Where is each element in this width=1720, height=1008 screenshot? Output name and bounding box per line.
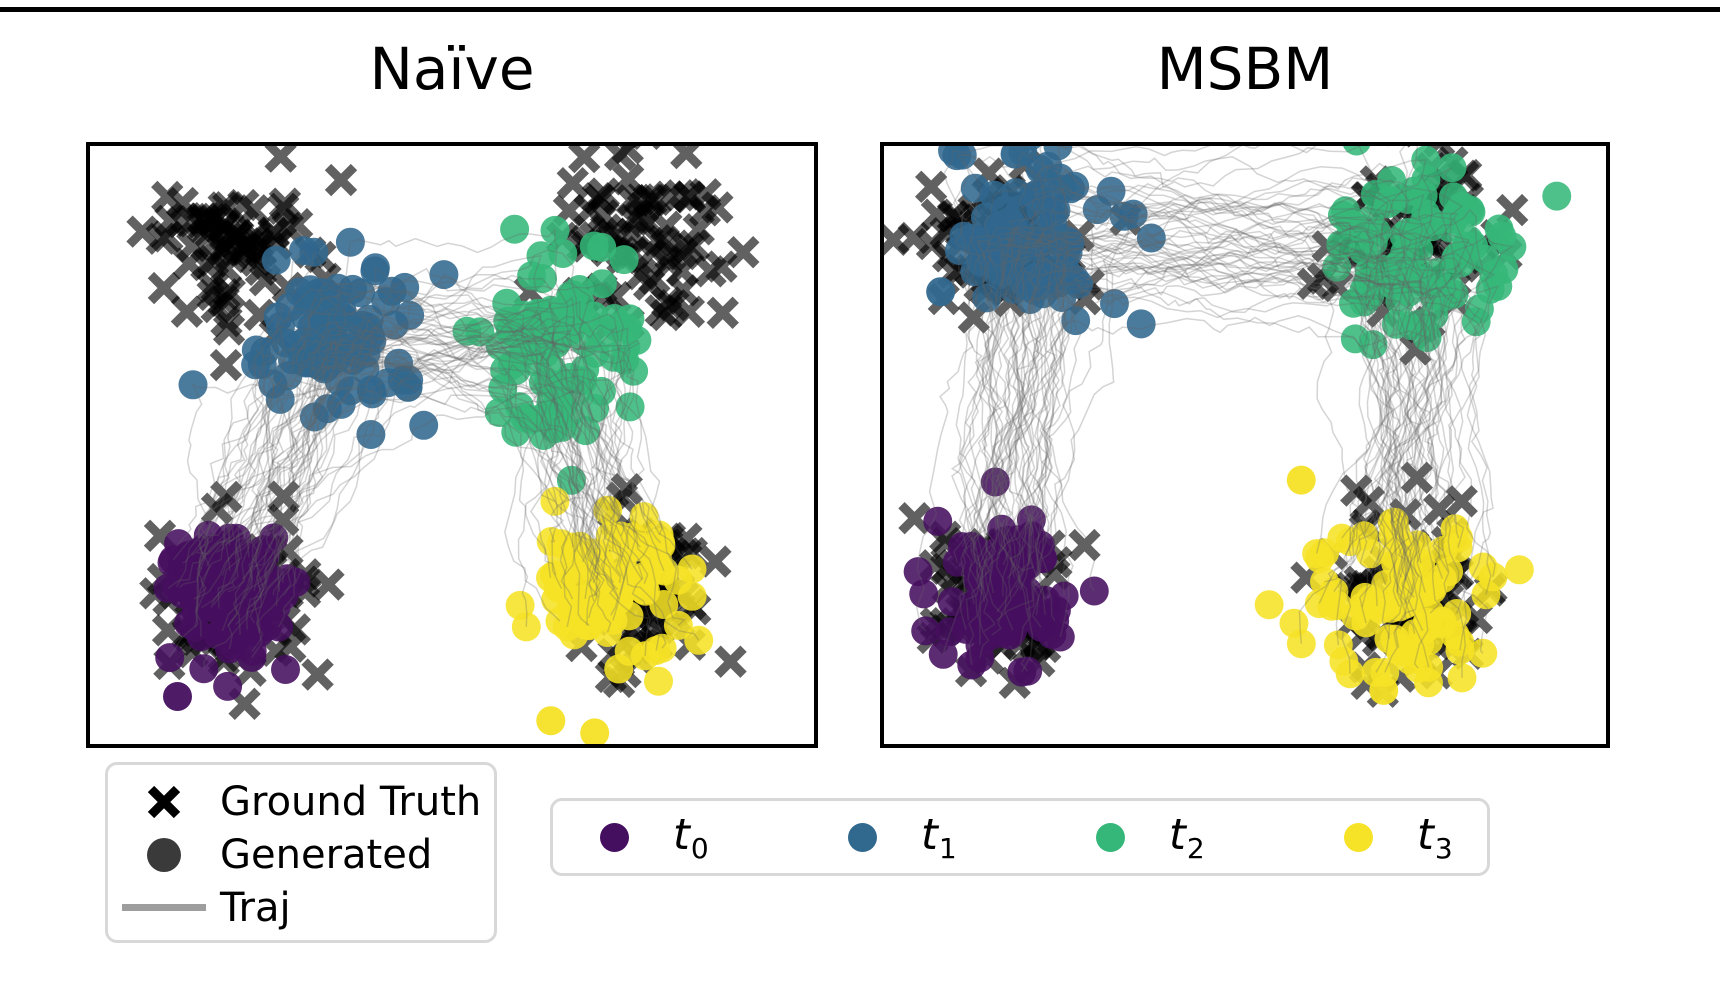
naive-scatter-plot [126,146,760,744]
panel-title-naive: Naïve [369,35,535,103]
legend-entry-t1: t1 [848,801,957,873]
msbm-scatter-plot [884,146,1572,709]
legend-entry-t3: t3 [1344,801,1453,873]
x-marker-icon [108,782,220,822]
legend-row-traj: Traj [108,881,494,934]
legend-entry-t0: t0 [600,801,709,873]
legend-label-generated: Generated [220,831,433,878]
legend-label-t1: t1 [921,809,957,865]
msbm-plot-area [880,142,1610,748]
filled-circle-icon [108,837,220,872]
legend-label-t2: t2 [1169,809,1205,865]
t3-dot-icon [1344,822,1373,852]
t1-dot-icon [848,822,877,852]
naive-plot-area [86,142,818,748]
legend-label-traj: Traj [220,884,291,931]
legend-label-t3: t3 [1417,809,1453,865]
marker-legend: Ground Truth Generated Traj [105,762,497,943]
legend-entry-t2: t2 [1096,801,1205,873]
legend-label-ground-truth: Ground Truth [220,778,482,825]
t0-dot-icon [600,822,629,852]
panel-title-msbm: MSBM [1156,35,1334,103]
t2-dot-icon [1096,822,1125,852]
legend-row-generated: Generated [108,828,494,881]
legend-label-t0: t0 [673,809,709,865]
line-icon [108,904,220,911]
legend-row-ground-truth: Ground Truth [108,775,494,828]
top-rule [0,7,1720,12]
timestep-legend: t0 t1 t2 t3 [550,798,1490,876]
